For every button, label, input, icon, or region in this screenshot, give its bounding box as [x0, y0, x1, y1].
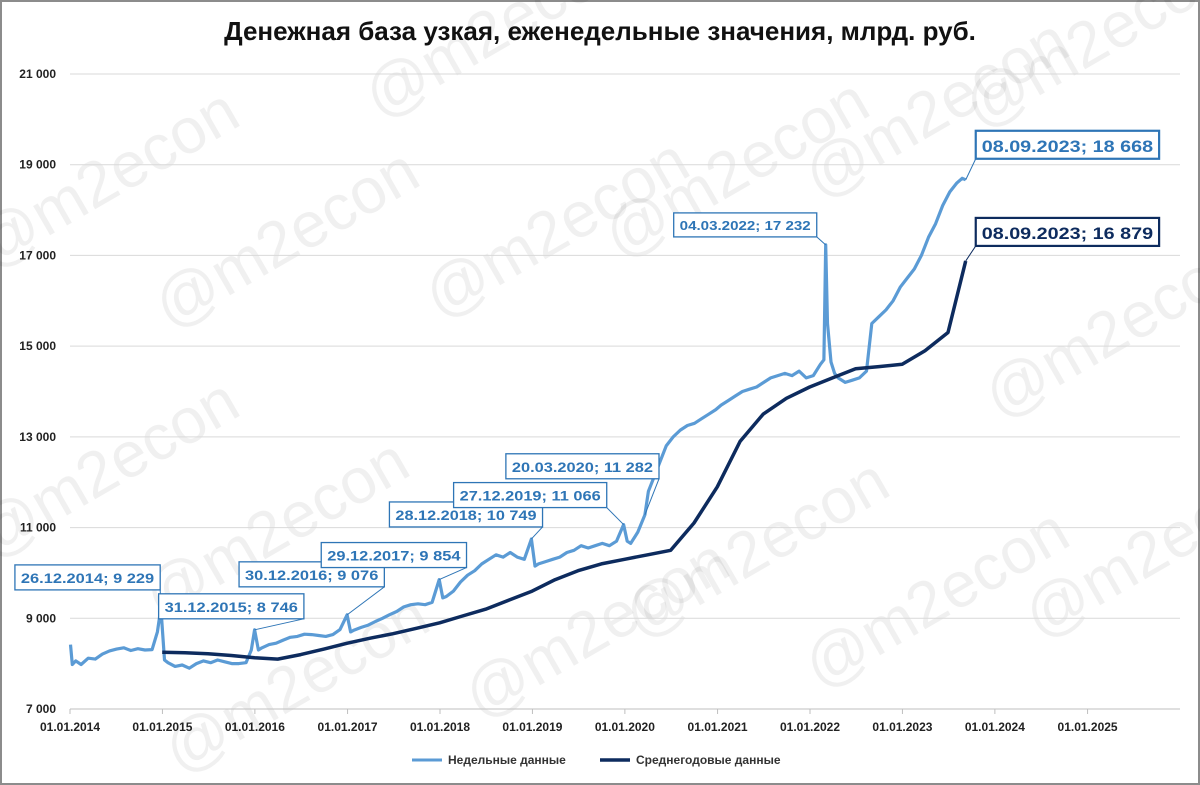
- annotation-label: 08.09.2023; 18 668: [982, 137, 1153, 156]
- annotation-callout: 26.12.2014; 9 229: [14, 564, 162, 608]
- annotation-callout: 04.03.2022; 17 232: [673, 212, 827, 246]
- x-tick-label: 01.01.2025: [1058, 720, 1118, 734]
- y-tick-label: 17 000: [19, 248, 56, 262]
- annotation-leader: [531, 526, 543, 540]
- annotation-callout: 08.09.2023; 18 668: [965, 129, 1161, 180]
- annotation-leader: [816, 236, 827, 246]
- x-tick-label: 01.01.2021: [688, 720, 748, 734]
- annotation-callout: 08.09.2023; 16 879: [965, 216, 1161, 262]
- series-line-weekly: [68, 176, 967, 670]
- x-tick-label: 01.01.2018: [410, 720, 470, 734]
- annotation-label: 04.03.2022; 17 232: [680, 218, 811, 233]
- y-tick-label: 7 000: [26, 702, 56, 716]
- y-tick-label: 15 000: [19, 339, 56, 353]
- annotation-callout: 20.03.2020; 11 282: [505, 453, 660, 515]
- annotation-callout: 31.12.2015; 8 746: [157, 593, 305, 631]
- annotation-leader: [439, 567, 467, 581]
- y-tick-label: 21 000: [19, 67, 56, 81]
- annotation-label: 20.03.2020; 11 282: [512, 459, 653, 475]
- x-tick-label: 01.01.2024: [965, 720, 1025, 734]
- annotation-callout: 29.12.2017; 9 854: [320, 541, 468, 581]
- x-tick-label: 01.01.2022: [780, 720, 840, 734]
- x-tick-label: 01.01.2019: [502, 720, 562, 734]
- y-tick-label: 9 000: [26, 611, 56, 625]
- x-tick-label: 01.01.2016: [225, 720, 285, 734]
- annotation-callout: 27.12.2019; 11 066: [452, 481, 624, 525]
- x-tick-label: 01.01.2023: [872, 720, 932, 734]
- annotation-leader: [346, 586, 385, 616]
- annotation-box: [505, 453, 660, 480]
- annotation-leader: [965, 245, 977, 262]
- watermark-text: @m2econ: [971, 223, 1200, 432]
- watermark-text: @m2econ: [351, 0, 640, 132]
- annotation-label: 31.12.2015; 8 746: [165, 599, 299, 615]
- annotation-leader: [644, 478, 660, 515]
- x-tick-label: 01.01.2014: [40, 720, 100, 734]
- x-tick-label: 01.01.2015: [132, 720, 192, 734]
- annotation-label: 30.12.2016; 9 076: [245, 567, 379, 583]
- y-tick-label: 19 000: [19, 158, 56, 172]
- annotation-box: [673, 212, 818, 238]
- annotation-box: [157, 593, 305, 620]
- x-tick-label: 01.01.2017: [318, 720, 378, 734]
- chart-title: Денежная база узкая, еженедельные значен…: [224, 16, 976, 46]
- annotation-box: [320, 541, 468, 569]
- annotation-leader: [965, 158, 977, 180]
- x-tick-label: 01.01.2020: [595, 720, 655, 734]
- annotation-label: 29.12.2017; 9 854: [327, 548, 461, 564]
- annotation-label: 26.12.2014; 9 229: [21, 570, 155, 586]
- annotation-label: 27.12.2019; 11 066: [460, 488, 601, 504]
- legend: Недельные данные Среднегодовые данные: [412, 753, 781, 767]
- annotation-label: 08.09.2023; 16 879: [982, 224, 1153, 243]
- y-tick-label: 11 000: [20, 521, 56, 535]
- annotation-box: [974, 216, 1161, 248]
- y-tick-label: 13 000: [19, 430, 56, 444]
- annotation-box: [452, 481, 608, 509]
- annotation-label: 28.12.2018; 10 749: [395, 507, 536, 523]
- series-line-yearly: [162, 260, 968, 661]
- annotation-leader: [254, 618, 305, 631]
- legend-label: Среднегодовые данные: [636, 753, 781, 767]
- annotation-box: [14, 564, 161, 591]
- watermark-text: @m2econ: [951, 0, 1200, 142]
- annotation-box: [974, 129, 1161, 160]
- annotation-leader: [606, 507, 624, 525]
- legend-label: Недельные данные: [448, 753, 566, 767]
